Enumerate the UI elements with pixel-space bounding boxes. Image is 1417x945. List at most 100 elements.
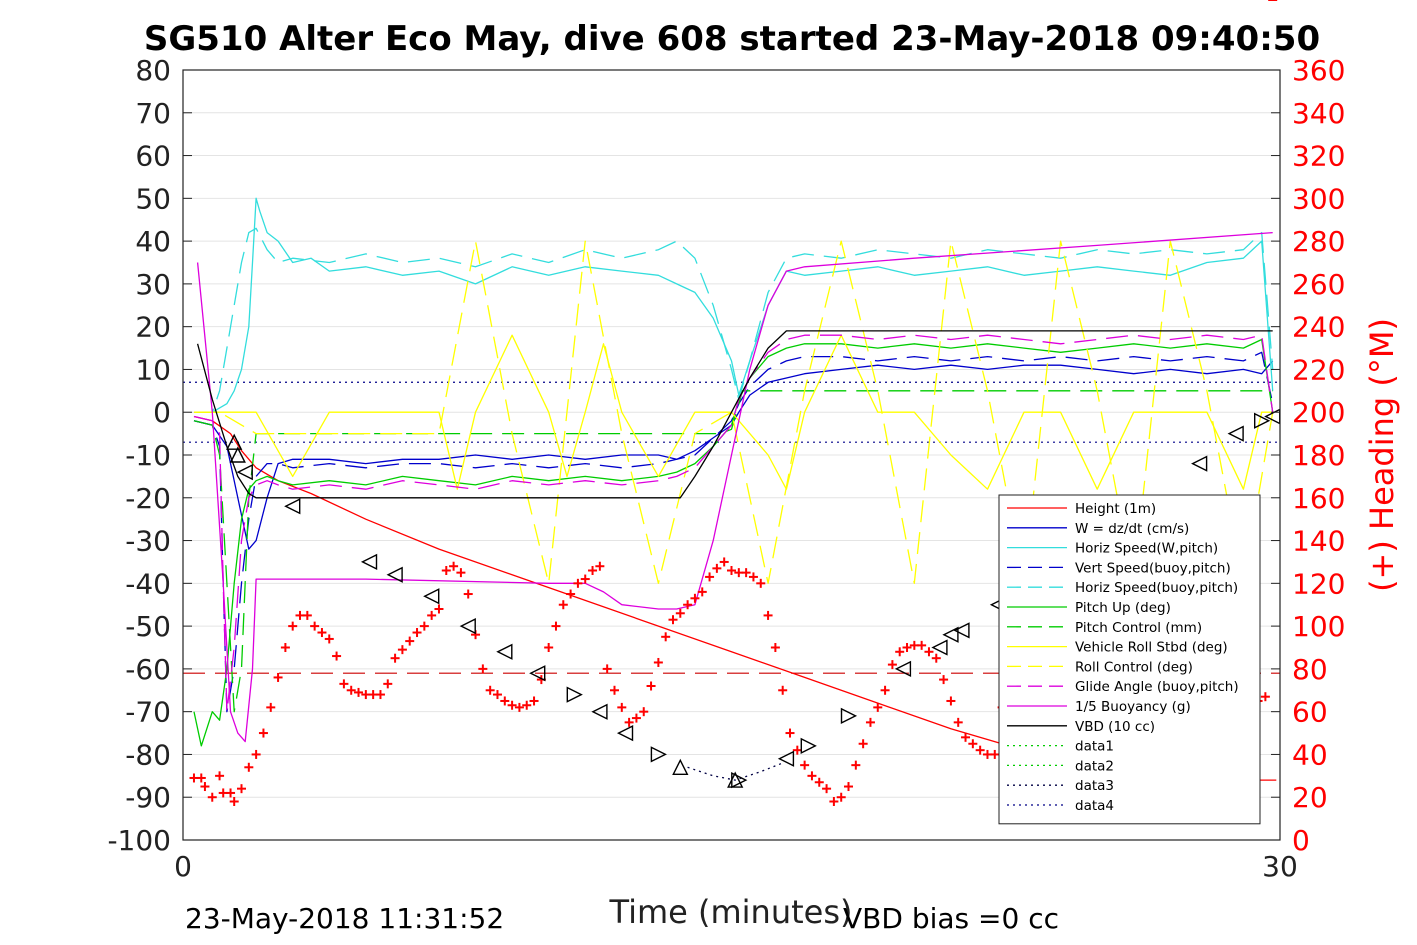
- y-right-tick-label: 360: [1292, 54, 1345, 87]
- y-right-tick-label: 180: [1292, 439, 1345, 472]
- heading-marker: [895, 647, 905, 657]
- triangle-marker: [566, 686, 583, 703]
- heading-marker: [880, 685, 890, 695]
- heading-marker: [544, 643, 554, 652]
- heading-marker: [595, 561, 605, 571]
- y-tick-label: 60: [135, 140, 171, 173]
- heading-marker: [822, 784, 832, 794]
- heading-marker: [266, 702, 276, 712]
- legend-label: Horiz Speed(W,pitch): [1075, 541, 1218, 557]
- heading-marker: [946, 696, 956, 706]
- y-right-tick-label: 80: [1292, 653, 1328, 686]
- series-line-10: [196, 231, 1273, 743]
- heading-marker: [975, 745, 985, 755]
- heading-marker: [800, 760, 810, 770]
- y-tick-label: 0: [153, 396, 171, 429]
- y-right-tick-label: 260: [1292, 268, 1345, 301]
- y-right-tick-label: 160: [1292, 482, 1345, 515]
- heading-marker: [683, 600, 693, 610]
- series-line-11: [196, 330, 1273, 499]
- heading-marker: [215, 771, 225, 781]
- legend-label: data1: [1075, 739, 1114, 755]
- y-tick-label: -50: [125, 610, 171, 643]
- series-line-1: [193, 360, 1274, 550]
- heading-marker: [617, 702, 627, 712]
- y-tick-label: 10: [135, 353, 171, 386]
- triangle-marker: [496, 643, 513, 660]
- heading-marker: [588, 566, 598, 575]
- heading-marker: [441, 566, 451, 575]
- heading-marker: [675, 608, 685, 618]
- heading-marker: [770, 643, 780, 652]
- left-axis-ticks: 80 70 60 50 40 30 20 10 0 -10 -20 -30 -40 -50 -60 -70 -8…: [107, 54, 192, 857]
- heading-marker: [609, 685, 619, 695]
- legend-label: Roll Control (deg): [1075, 659, 1193, 675]
- heading-marker: [397, 645, 407, 655]
- legend-label: Vehicle Roll Stbd (deg): [1075, 640, 1228, 656]
- heading-marker: [727, 566, 736, 575]
- triangle-marker: [931, 639, 948, 656]
- legend-label: Height (1m): [1075, 501, 1156, 517]
- heading-marker: [273, 672, 283, 682]
- heading-marker: [244, 762, 254, 772]
- heading-marker: [624, 717, 634, 727]
- heading-marker: [653, 657, 663, 667]
- heading-marker: [375, 690, 385, 700]
- heading-marker: [953, 717, 963, 727]
- legend-label: data4: [1075, 798, 1114, 814]
- heading-marker: [690, 593, 700, 603]
- legend-label: Horiz Speed(buoy,pitch): [1075, 580, 1238, 596]
- series-line-8: [194, 240, 1274, 584]
- heading-marker: [529, 696, 539, 706]
- right-axis-ticks: 3603403203002802602402202001801601401201…: [1271, 54, 1345, 857]
- y-tick-label: 80: [135, 54, 171, 87]
- heading-marker: [207, 792, 217, 802]
- triangle-marker: [529, 665, 546, 682]
- triangle-marker: [1227, 425, 1244, 442]
- y-right-tick-label: 280: [1292, 225, 1345, 258]
- y-right-tick-label: 300: [1292, 182, 1345, 215]
- heading-marker: [785, 728, 795, 738]
- y-tick-label: 50: [135, 182, 171, 215]
- legend-label: VBD (10 cc): [1075, 719, 1155, 735]
- heading-marker: [844, 782, 854, 792]
- heading-marker: [931, 653, 941, 663]
- triangle-marker: [800, 737, 817, 755]
- heading-marker: [310, 621, 320, 631]
- heading-marker: [449, 561, 459, 571]
- series-line-4: [194, 227, 1274, 413]
- heading-marker: [580, 574, 590, 584]
- y-tick-label: 70: [135, 97, 171, 130]
- y-right-tick-label: 320: [1292, 140, 1345, 173]
- triangle-marker: [942, 626, 959, 643]
- heading-marker: [558, 600, 568, 610]
- heading-marker: [887, 660, 897, 670]
- y-tick-label: -30: [125, 525, 171, 558]
- heading-marker: [551, 621, 561, 631]
- legend-label: data2: [1075, 758, 1114, 774]
- heading-marker: [419, 621, 429, 631]
- heading-marker: [1260, 692, 1270, 702]
- heading-marker: [492, 690, 502, 700]
- y-tick-label: -20: [125, 482, 171, 515]
- legend-label: Pitch Up (deg): [1075, 600, 1171, 616]
- triangle-marker: [840, 707, 858, 725]
- triangle-marker: [731, 771, 748, 789]
- heading-marker: [778, 685, 788, 695]
- heading-marker: [602, 664, 612, 674]
- heading-marker: [902, 643, 912, 652]
- legend-label: Glide Angle (buoy,pitch): [1075, 679, 1239, 695]
- heading-marker: [924, 647, 934, 657]
- triangle-marker: [236, 463, 253, 481]
- heading-marker: [573, 578, 583, 588]
- heading-marker: [427, 610, 437, 620]
- y-tick-label: 20: [135, 311, 171, 344]
- triangle-marker: [423, 588, 440, 605]
- heading-marker: [858, 739, 868, 749]
- triangle-markers: [226, 408, 1281, 789]
- heading-marker: [412, 628, 422, 638]
- heading-marker: [865, 717, 875, 727]
- heading-marker: [939, 675, 949, 685]
- heading-marker: [917, 640, 927, 650]
